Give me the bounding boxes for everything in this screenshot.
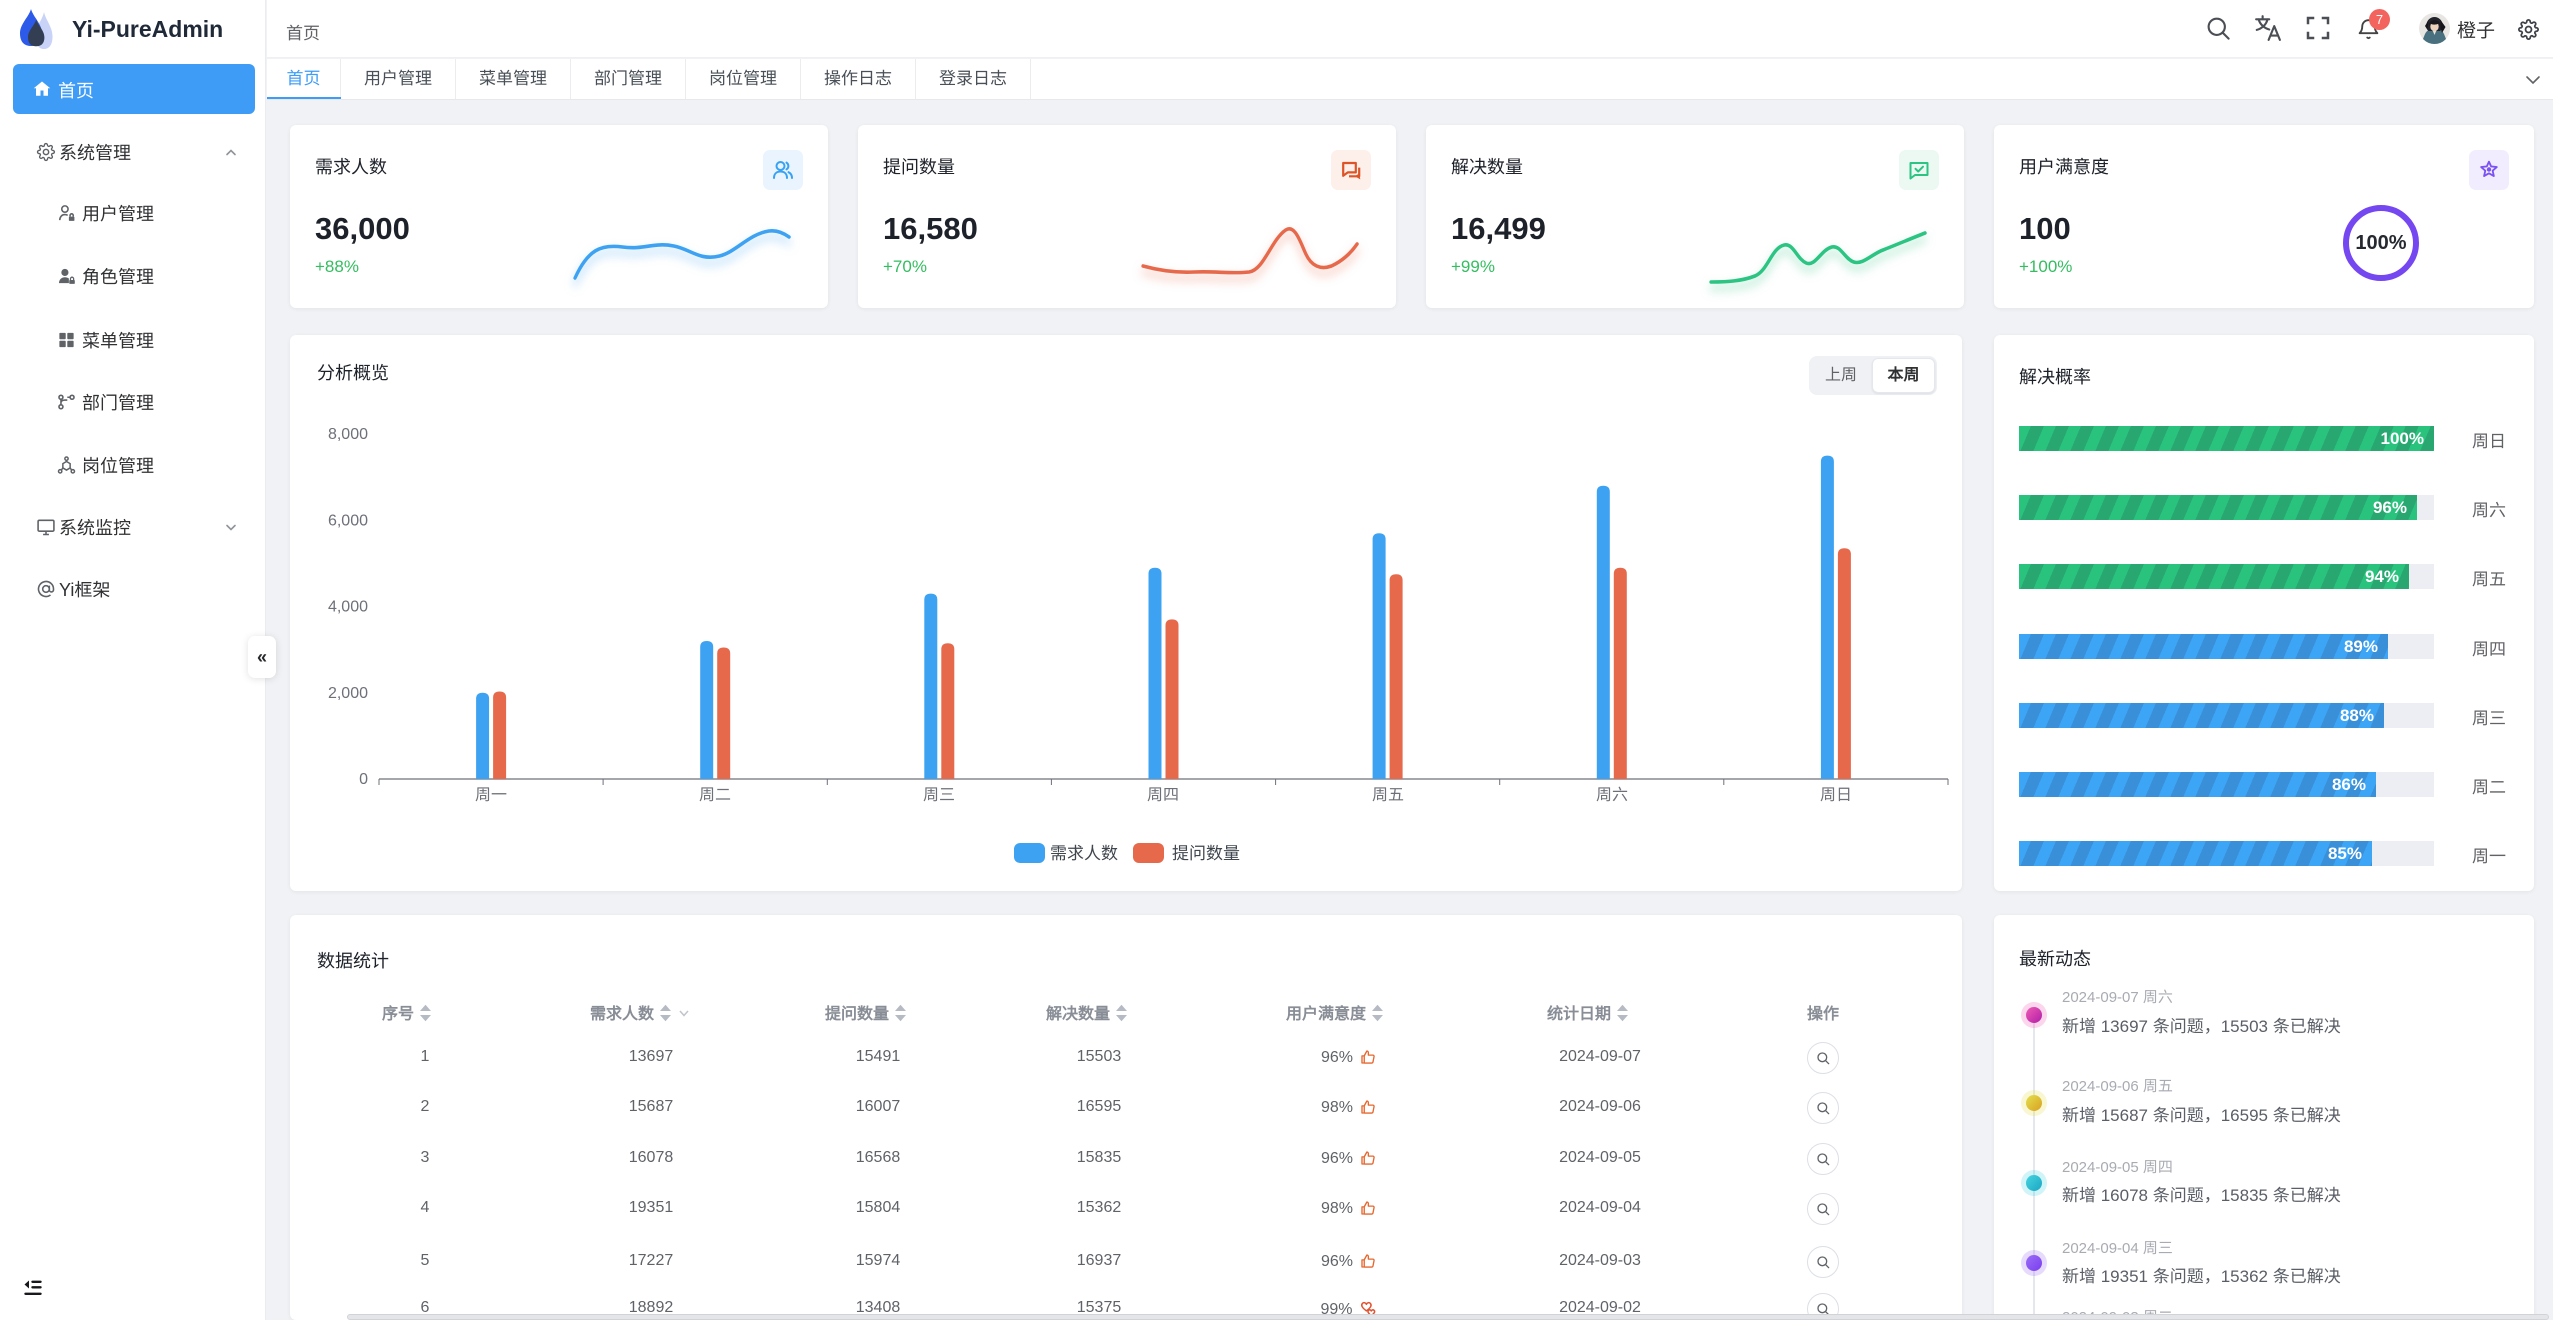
svg-text:周三: 周三 — [923, 787, 955, 804]
svg-text:4,000: 4,000 — [328, 599, 368, 616]
svg-text:0: 0 — [359, 771, 368, 788]
svg-text:周一: 周一 — [475, 787, 507, 804]
svg-text:周二: 周二 — [699, 787, 731, 804]
svg-text:周四: 周四 — [1147, 787, 1179, 804]
svg-text:8,000: 8,000 — [328, 426, 368, 443]
svg-text:周六: 周六 — [1596, 786, 1628, 804]
svg-text:2,000: 2,000 — [328, 685, 368, 702]
svg-text:需求人数: 需求人数 — [1050, 844, 1118, 863]
svg-text:周日: 周日 — [1820, 787, 1852, 804]
svg-text:提问数量: 提问数量 — [1172, 844, 1240, 863]
svg-text:6,000: 6,000 — [328, 512, 368, 529]
svg-text:周五: 周五 — [1372, 787, 1404, 804]
